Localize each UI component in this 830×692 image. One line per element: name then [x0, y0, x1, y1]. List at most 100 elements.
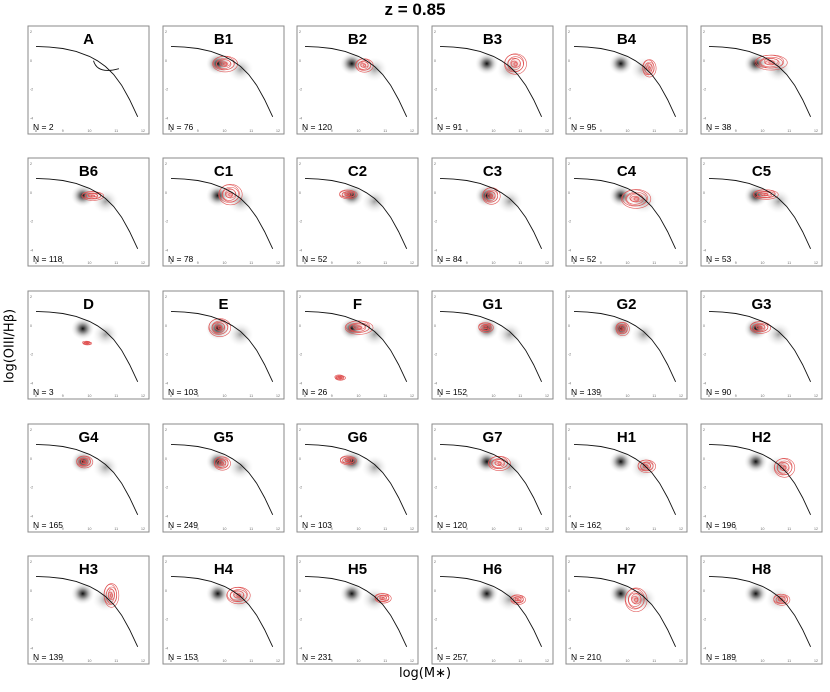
subgroup-contour — [218, 184, 240, 203]
x-tick-label: 8 — [573, 129, 575, 133]
secondary-curve — [93, 60, 120, 71]
y-tick-label: -4 — [703, 116, 706, 120]
subgroup-contour — [633, 197, 639, 201]
panel-count: N = 38 — [706, 122, 732, 132]
y-tick-label: -2 — [568, 220, 571, 224]
x-tick-label: 12 — [679, 527, 683, 531]
y-tick-label: -2 — [30, 353, 33, 357]
x-tick-label: 8 — [439, 394, 441, 398]
panel-f: 8 9 10 11 12 2 0 -2 -4 F N = 26 — [296, 290, 419, 400]
y-tick-label: -4 — [299, 514, 302, 518]
x-tick-label: 12 — [410, 659, 414, 663]
x-tick-label: 10 — [761, 394, 765, 398]
y-tick-label: -2 — [165, 88, 168, 92]
panel-h7: 8 9 10 11 12 2 0 -2 -4 H7 N = 210 — [565, 555, 688, 665]
x-tick-label: 8 — [170, 659, 172, 663]
x-tick-label: 8 — [170, 129, 172, 133]
y-tick-label: 0 — [30, 191, 32, 195]
y-tick-label: 2 — [434, 162, 436, 166]
background-density-secondary — [361, 322, 388, 347]
x-tick-label: 9 — [466, 527, 468, 531]
y-tick-label: -2 — [165, 618, 168, 622]
y-tick-label: 2 — [30, 428, 32, 432]
panel-frame — [700, 555, 823, 665]
subgroup-contour — [356, 326, 362, 329]
y-tick-label: -2 — [434, 220, 437, 224]
dividing-curve — [573, 45, 677, 117]
y-tick-label: 2 — [434, 30, 436, 34]
x-tick-label: 9 — [331, 394, 333, 398]
x-tick-label: 12 — [276, 527, 280, 531]
panel-title: G6 — [347, 429, 367, 446]
plot-area — [708, 310, 812, 382]
x-tick-label: 9 — [331, 527, 333, 531]
x-tick-label: 12 — [141, 394, 145, 398]
y-tick-label: -2 — [703, 353, 706, 357]
y-tick-label: -4 — [30, 646, 33, 650]
x-tick-label: 9 — [600, 261, 602, 265]
plot-area — [304, 45, 408, 117]
plot-area — [439, 310, 543, 382]
y-tick-label: 0 — [299, 457, 301, 461]
x-tick-label: 12 — [545, 527, 549, 531]
y-tick-label: 0 — [165, 59, 167, 63]
y-tick-label: -2 — [434, 618, 437, 622]
y-tick-label: -4 — [568, 248, 571, 252]
y-tick-label: 0 — [703, 457, 705, 461]
y-tick-label: 0 — [434, 457, 436, 461]
plot-area — [573, 443, 677, 515]
y-tick-label: -4 — [434, 248, 437, 252]
x-tick-label: 9 — [600, 659, 602, 663]
panel-count: N = 231 — [302, 652, 332, 662]
dividing-curve — [573, 177, 677, 249]
panel-title: G3 — [751, 296, 771, 313]
panel-e: 8 9 10 11 12 2 0 -2 -4 E N = 103 — [162, 290, 285, 400]
y-tick-label: -4 — [165, 514, 168, 518]
panel-count: N = 103 — [168, 387, 198, 397]
x-tick-label: 9 — [735, 659, 737, 663]
x-tick-label: 8 — [35, 659, 37, 663]
background-density — [206, 450, 230, 473]
x-tick-label: 10 — [761, 527, 765, 531]
x-tick-label: 9 — [197, 527, 199, 531]
x-tick-label: 8 — [573, 261, 575, 265]
y-tick-label: -2 — [165, 353, 168, 357]
panel-frame — [162, 423, 285, 533]
y-tick-label: -4 — [30, 248, 33, 252]
y-tick-label: 0 — [568, 457, 570, 461]
y-tick-label: -4 — [568, 514, 571, 518]
background-density-secondary — [227, 322, 254, 347]
figure-title: z = 0.85 — [384, 0, 446, 19]
y-tick-label: -4 — [299, 248, 302, 252]
x-tick-label: 8 — [708, 394, 710, 398]
x-tick-label: 12 — [141, 129, 145, 133]
y-tick-label: 2 — [30, 162, 32, 166]
x-tick-label: 10 — [88, 394, 92, 398]
plot-area — [439, 443, 543, 515]
x-tick-label: 11 — [518, 394, 522, 398]
x-tick-label: 11 — [249, 261, 253, 265]
x-tick-label: 12 — [410, 394, 414, 398]
panel-count: N = 2 — [33, 122, 54, 132]
y-tick-label: 2 — [434, 295, 436, 299]
x-tick-label: 12 — [814, 394, 818, 398]
subgroup-contour — [642, 59, 657, 78]
panel-title: G1 — [482, 296, 502, 313]
x-tick-label: 8 — [35, 527, 37, 531]
dividing-curve — [708, 177, 812, 249]
y-tick-label: 2 — [165, 295, 167, 299]
x-tick-label: 10 — [223, 394, 227, 398]
panel-frame — [296, 25, 419, 135]
x-tick-label: 10 — [88, 659, 92, 663]
background-density — [475, 582, 499, 605]
dividing-curve — [439, 45, 543, 117]
y-tick-label: 2 — [30, 560, 32, 564]
x-tick-label: 9 — [197, 659, 199, 663]
panel-g3: 8 9 10 11 12 2 0 -2 -4 G3 N = 90 — [700, 290, 823, 400]
plot-area — [35, 45, 139, 117]
dividing-curve — [708, 45, 812, 117]
panel-a: 8 9 10 11 12 2 0 -2 -4 A N = 2 — [27, 25, 150, 135]
background-density — [71, 317, 95, 340]
y-tick-label: -4 — [165, 381, 168, 385]
dividing-curve — [304, 177, 408, 249]
